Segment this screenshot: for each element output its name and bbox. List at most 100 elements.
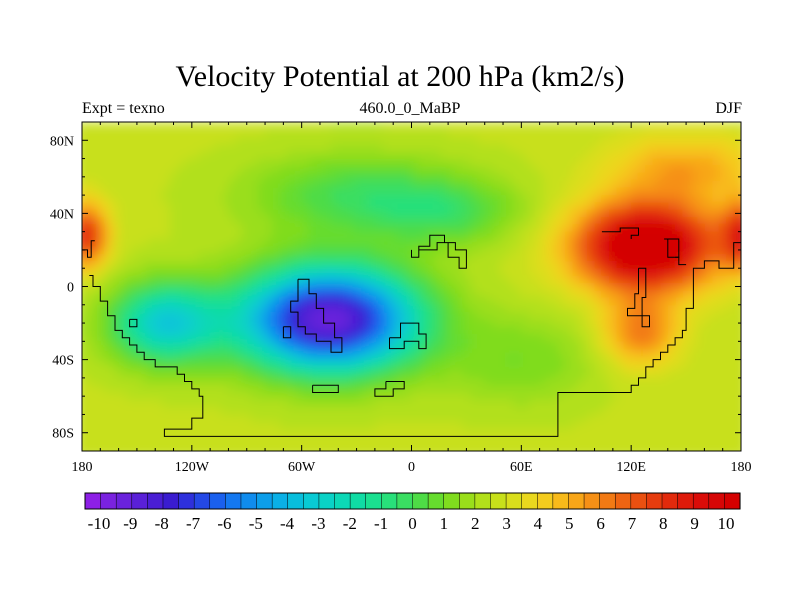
field-cell (572, 297, 581, 306)
field-cell (330, 312, 340, 321)
field-cell (96, 399, 105, 408)
field-cell (169, 217, 178, 226)
field-cell (374, 195, 384, 204)
field-cell (352, 180, 362, 189)
field-cell (243, 209, 252, 218)
field-cell (287, 282, 296, 291)
field-cell (191, 392, 200, 401)
field-cell (301, 282, 310, 291)
field-cell (147, 195, 157, 204)
field-cell (199, 260, 208, 270)
field-cell (389, 246, 398, 255)
field-cell (601, 209, 610, 218)
field-cell (557, 224, 567, 233)
field-cell (741, 159, 749, 167)
field-cell (623, 158, 632, 167)
field-cell (484, 355, 493, 365)
field-cell (250, 429, 259, 438)
field-cell (697, 290, 706, 299)
field-cell (514, 392, 523, 401)
field-cell (330, 180, 340, 189)
field-cell (484, 122, 493, 131)
field-cell (572, 173, 581, 182)
field-cell (580, 451, 588, 459)
field-cell (697, 275, 706, 284)
field-cell (704, 282, 713, 291)
field-cell (660, 421, 669, 430)
colorbar-label: -5 (249, 514, 263, 533)
field-cell (499, 268, 508, 277)
field-cell (191, 165, 200, 174)
field-cell (147, 429, 157, 438)
field-cell (279, 253, 288, 262)
field-cell (477, 341, 486, 350)
field-cell (455, 407, 464, 416)
field-cell (323, 129, 332, 138)
field-cell (396, 136, 405, 145)
field-cell (741, 290, 749, 298)
field-cell (118, 231, 127, 240)
field-cell (396, 260, 405, 270)
field-cell (601, 341, 610, 350)
field-cell (103, 151, 113, 160)
field-cell (338, 195, 347, 204)
field-cell (323, 341, 332, 350)
field-cell (177, 268, 186, 277)
field-cell (345, 122, 354, 131)
field-cell (492, 253, 501, 262)
field-cell (470, 297, 479, 306)
field-cell (572, 341, 581, 350)
field-cell (484, 260, 493, 270)
field-cell (184, 209, 193, 218)
coastline (627, 267, 650, 328)
field-cell (250, 407, 259, 416)
field-cell (103, 275, 113, 284)
field-cell (557, 334, 567, 343)
field-cell (272, 195, 281, 204)
field-cell (440, 282, 449, 291)
field-cell (726, 297, 735, 306)
field-cell (601, 304, 610, 313)
field-cell (535, 334, 545, 343)
field-cell (528, 436, 537, 445)
field-cell (279, 312, 288, 321)
field-cell (184, 304, 193, 313)
field-cell (206, 414, 215, 423)
field-cell (426, 421, 435, 430)
field-cell (338, 377, 347, 386)
field-cell (228, 312, 237, 321)
field-cell (573, 451, 581, 459)
field-cell (382, 319, 391, 328)
field-cell (470, 363, 479, 372)
field-cell (191, 158, 200, 167)
field-cell (462, 122, 471, 131)
field-cell (206, 304, 215, 313)
field-cell (535, 217, 545, 226)
field-cell (345, 246, 354, 255)
field-cell (82, 421, 91, 430)
field-cell (308, 282, 318, 291)
field-cell (235, 136, 244, 145)
field-cell (616, 165, 625, 174)
field-cell (177, 407, 186, 416)
field-cell (623, 122, 632, 131)
field-cell (411, 143, 420, 153)
field-cell (82, 370, 91, 379)
field-cell (645, 282, 654, 291)
field-cell (382, 429, 391, 438)
field-cell (96, 334, 105, 343)
field-cell (404, 173, 413, 182)
field-cell (184, 312, 193, 321)
field-cell (250, 202, 259, 211)
field-cell (579, 275, 589, 284)
field-cell (477, 165, 486, 174)
field-cell (301, 363, 310, 372)
field-cell (550, 260, 559, 270)
field-cell (367, 407, 376, 416)
field-cell (733, 268, 741, 277)
field-cell (462, 429, 471, 438)
field-cell (543, 443, 552, 451)
field-cell (484, 143, 493, 153)
field-cell (499, 377, 508, 386)
field-cell (374, 136, 384, 145)
